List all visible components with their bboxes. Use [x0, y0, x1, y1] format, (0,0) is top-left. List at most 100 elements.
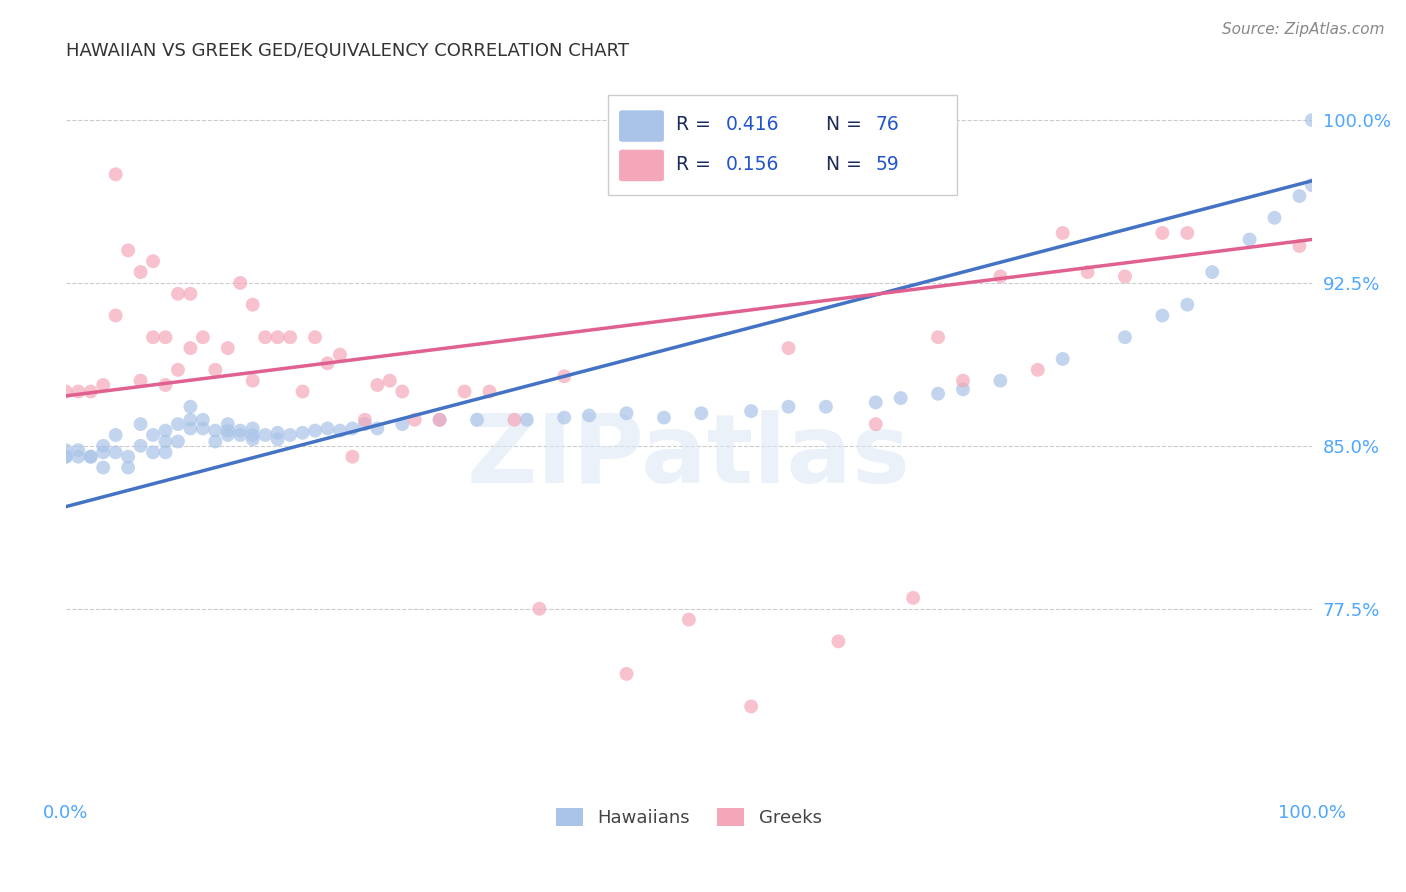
Point [155, 378, 177, 392]
Point [155, 424, 177, 438]
Point [291, 425, 314, 440]
Point [391, 417, 413, 431]
Text: 0.156: 0.156 [727, 155, 779, 174]
Point [1239, 232, 1261, 246]
Point [404, 413, 426, 427]
Point [204, 363, 226, 377]
Point [304, 424, 326, 438]
Point [278, 428, 301, 442]
Point [179, 341, 201, 355]
Point [55, 450, 77, 464]
Point [129, 439, 152, 453]
Point [217, 424, 239, 438]
Point [1288, 239, 1310, 253]
Point [329, 424, 352, 438]
Point [429, 413, 451, 427]
Point [179, 286, 201, 301]
Point [478, 384, 501, 399]
Point [429, 413, 451, 427]
Point [117, 460, 139, 475]
Point [242, 428, 264, 442]
Point [104, 428, 127, 442]
FancyBboxPatch shape [619, 111, 664, 142]
Point [827, 634, 849, 648]
Point [217, 417, 239, 431]
Point [155, 330, 177, 344]
Point [616, 406, 638, 420]
Point [104, 167, 127, 181]
Legend: Hawaiians, Greeks: Hawaiians, Greeks [548, 801, 830, 835]
Point [778, 400, 800, 414]
Point [104, 309, 127, 323]
Point [354, 413, 377, 427]
Point [229, 276, 252, 290]
Point [291, 384, 314, 399]
Text: N =: N = [825, 155, 868, 174]
Point [1201, 265, 1223, 279]
Point [1114, 269, 1136, 284]
Point [91, 445, 114, 459]
Point [67, 384, 90, 399]
Point [578, 409, 600, 423]
Point [266, 330, 288, 344]
Point [814, 400, 837, 414]
Point [988, 269, 1011, 284]
Point [690, 406, 713, 420]
Point [217, 428, 239, 442]
Point [1301, 113, 1323, 128]
Point [155, 434, 177, 449]
Point [179, 413, 201, 427]
Point [142, 445, 165, 459]
Point [217, 341, 239, 355]
Point [366, 378, 388, 392]
Point [1152, 226, 1174, 240]
Point [155, 445, 177, 459]
Point [1175, 298, 1198, 312]
Point [55, 443, 77, 458]
Point [740, 404, 762, 418]
Point [167, 363, 190, 377]
Point [242, 298, 264, 312]
Point [242, 433, 264, 447]
Point [80, 450, 103, 464]
Point [1114, 330, 1136, 344]
Point [652, 410, 675, 425]
Point [927, 386, 949, 401]
Text: 76: 76 [876, 115, 900, 134]
Point [229, 424, 252, 438]
Point [503, 413, 526, 427]
Text: R =: R = [676, 115, 717, 134]
Point [104, 445, 127, 459]
Point [778, 341, 800, 355]
Point [91, 460, 114, 475]
Point [1052, 226, 1074, 240]
Point [91, 439, 114, 453]
Point [1026, 363, 1049, 377]
Point [1152, 309, 1174, 323]
Text: Source: ZipAtlas.com: Source: ZipAtlas.com [1222, 22, 1385, 37]
Point [316, 421, 339, 435]
Point [191, 421, 214, 435]
Point [678, 613, 700, 627]
Text: N =: N = [825, 115, 868, 134]
Point [1288, 189, 1310, 203]
Point [129, 265, 152, 279]
Point [1077, 265, 1099, 279]
Point [179, 400, 201, 414]
Text: HAWAIIAN VS GREEK GED/EQUIVALENCY CORRELATION CHART: HAWAIIAN VS GREEK GED/EQUIVALENCY CORREL… [66, 42, 628, 60]
Point [616, 666, 638, 681]
Point [67, 450, 90, 464]
Point [80, 450, 103, 464]
Point [342, 450, 364, 464]
Point [191, 330, 214, 344]
Point [1263, 211, 1285, 225]
Point [952, 383, 974, 397]
Point [117, 244, 139, 258]
Point [266, 433, 288, 447]
Point [80, 384, 103, 399]
Point [55, 384, 77, 399]
Point [329, 348, 352, 362]
Point [167, 434, 190, 449]
Point [142, 254, 165, 268]
Point [1301, 178, 1323, 193]
